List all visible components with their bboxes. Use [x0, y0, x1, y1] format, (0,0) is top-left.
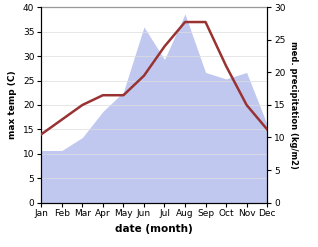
Y-axis label: max temp (C): max temp (C) [8, 71, 17, 139]
X-axis label: date (month): date (month) [115, 224, 193, 234]
Y-axis label: med. precipitation (kg/m2): med. precipitation (kg/m2) [289, 41, 298, 169]
